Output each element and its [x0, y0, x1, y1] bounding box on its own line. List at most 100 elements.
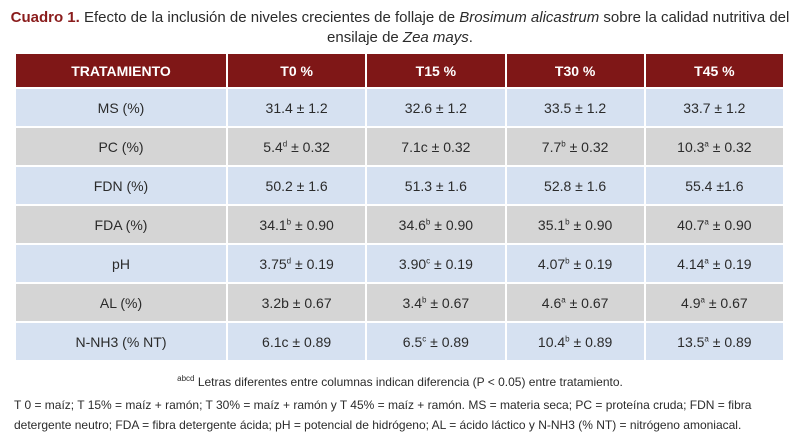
cell-value: 13.5 [677, 333, 705, 350]
footnote-superscript: abcd [177, 374, 195, 383]
cell-value: 33.7 ± 1.2 [683, 99, 746, 116]
cell-value: 3.90 [398, 255, 427, 272]
table-row: N-NH3 (% NT) 6.1c ± 0.89 6.5c ± 0.89 10.4b … [16, 323, 783, 360]
header-t0: T0 % [228, 54, 366, 87]
cell-superscript: b [565, 333, 570, 343]
table-cell: 3.90c ± 0.19 [367, 245, 505, 282]
cell-superscript: d [286, 255, 292, 265]
table-row: AL (%) 3.2b ± 0.67 3.4b ± 0.67 4.6a ± 0.67 4… [16, 284, 783, 321]
table-cell: 10.4b ± 0.89 [506, 323, 644, 360]
cell-error: ± 0.19 [569, 255, 613, 272]
cell-superscript: a [704, 216, 709, 226]
table-row: FDA (%) 34.1b ± 0.90 34.6b ± 0.90 35.1b ± 0… [16, 206, 783, 243]
caption-crop: Zea mays [402, 29, 469, 46]
table-row: MS (%) 31.4 ± 1.2 32.6 ± 1.2 33.5 ± 1.2 33.7… [16, 89, 783, 126]
cell-error: ± 0.32 [565, 138, 609, 155]
cell-error: ± 0.90 [569, 216, 613, 233]
table-cell: 7.1c ± 0.32 [367, 128, 505, 165]
table-cell: 7.7b ± 0.32 [506, 128, 644, 165]
table-cell: 10.3a ± 0.32 [645, 128, 783, 165]
row-label: FDA (%) [16, 206, 226, 243]
table-cell: 4.14a ± 0.19 [645, 245, 783, 282]
cell-superscript: c [422, 333, 427, 343]
header-tratamiento: TRATAMIENTO [16, 54, 226, 87]
cell-value: 6.5 [402, 333, 423, 350]
cell-superscript: a [561, 294, 566, 304]
cell-value: 33.5 ± 1.2 [544, 99, 607, 116]
cell-value: 31.4 ± 1.2 [265, 99, 328, 116]
cell-value: 40.7 [677, 216, 705, 233]
table-cell: 4.07b ± 0.19 [506, 245, 644, 282]
cell-error: ± 0.89 [708, 333, 752, 350]
row-label: MS (%) [16, 89, 226, 126]
cell-value: 4.07 [537, 255, 566, 272]
cell-value: 32.6 ± 1.2 [404, 99, 467, 116]
table-caption: Cuadro 1. Efecto de la inclusión de nive… [0, 0, 800, 46]
header-t30: T30 % [506, 54, 644, 87]
table-body: MS (%) 31.4 ± 1.2 32.6 ± 1.2 33.5 ± 1.2 33.7… [16, 89, 783, 360]
table-cell: 32.6 ± 1.2 [367, 89, 505, 126]
cell-superscript: a [704, 333, 709, 343]
table-cell: 35.1b ± 0.90 [506, 206, 644, 243]
cell-value: 3.2b ± 0.67 [261, 294, 332, 311]
caption-text-2: sobre la calidad nutritiva del ensilaje … [327, 9, 790, 46]
cell-error: ± 0.19 [291, 255, 334, 272]
table-cell: 52.8 ± 1.6 [506, 167, 644, 204]
cell-value: 52.8 ± 1.6 [544, 177, 607, 194]
table-cell: 13.5a ± 0.89 [645, 323, 783, 360]
cell-error: ± 0.67 [426, 294, 470, 311]
cell-error: ± 0.19 [708, 255, 752, 272]
table-cell: 40.7a ± 0.90 [645, 206, 783, 243]
table-cell: 51.3 ± 1.6 [367, 167, 505, 204]
table-cell: 3.4b ± 0.67 [367, 284, 505, 321]
cell-superscript: a [704, 138, 709, 148]
cell-superscript: b [425, 216, 431, 226]
caption-number: Cuadro 1. [10, 9, 80, 26]
table-cell: 33.7 ± 1.2 [645, 89, 783, 126]
cell-superscript: a [700, 294, 705, 304]
table-row: FDN (%) 50.2 ± 1.6 51.3 ± 1.6 52.8 ± 1.6 55.… [16, 167, 783, 204]
cell-value: 6.1c ± 0.89 [262, 333, 332, 350]
cell-superscript: b [286, 216, 292, 226]
cell-error: ± 0.67 [565, 294, 609, 311]
cell-value: 10.4 [537, 333, 566, 350]
cell-value: 10.3 [677, 138, 705, 155]
cell-superscript: b [561, 138, 566, 148]
footnote-abbreviations: T 0 = maíz; T 15% = maíz + ramón; T 30% … [14, 398, 752, 432]
table-cell: 3.75d ± 0.19 [228, 245, 366, 282]
header-row: TRATAMIENTO T0 % T15 % T30 % T45 % [16, 54, 783, 87]
cell-error: ± 0.90 [708, 216, 752, 233]
row-label: PC (%) [16, 128, 226, 165]
cell-value: 3.4 [402, 294, 423, 311]
table-cell: 50.2 ± 1.6 [228, 167, 366, 204]
cell-value: 34.6 [398, 216, 426, 233]
cell-error: ± 0.90 [291, 216, 334, 233]
table-cell: 34.6b ± 0.90 [367, 206, 505, 243]
caption-text-1: Efecto de la inclusión de niveles crecie… [79, 9, 460, 26]
table-cell: 34.1b ± 0.90 [228, 206, 366, 243]
table-cell: 55.4 ±1.6 [645, 167, 783, 204]
cell-value: 4.9 [681, 294, 701, 311]
caption-text-3: . [468, 29, 473, 46]
row-label: FDN (%) [16, 167, 226, 204]
header-t45: T45 % [645, 54, 783, 87]
cell-superscript: d [282, 138, 288, 148]
cell-superscript: a [704, 255, 709, 265]
cell-value: 7.1c ± 0.32 [401, 138, 471, 155]
cell-error: ± 0.32 [287, 138, 330, 155]
cell-error: ± 0.89 [426, 333, 469, 350]
row-label: AL (%) [16, 284, 226, 321]
table-cell: 4.9a ± 0.67 [645, 284, 783, 321]
data-table: TRATAMIENTO T0 % T15 % T30 % T45 % MS (%… [14, 52, 785, 362]
table-cell: 31.4 ± 1.2 [228, 89, 366, 126]
cell-value: 4.14 [677, 255, 705, 272]
table-cell: 33.5 ± 1.2 [506, 89, 644, 126]
cell-superscript: c [426, 255, 431, 265]
table-cell: 4.6a ± 0.67 [506, 284, 644, 321]
cell-error: ± 0.67 [704, 294, 748, 311]
cell-value: 4.6 [541, 294, 562, 311]
cell-value: 3.75 [259, 255, 287, 272]
cell-value: 7.7 [541, 138, 562, 155]
table-cell: 5.4d ± 0.32 [228, 128, 366, 165]
cell-superscript: b [565, 216, 570, 226]
